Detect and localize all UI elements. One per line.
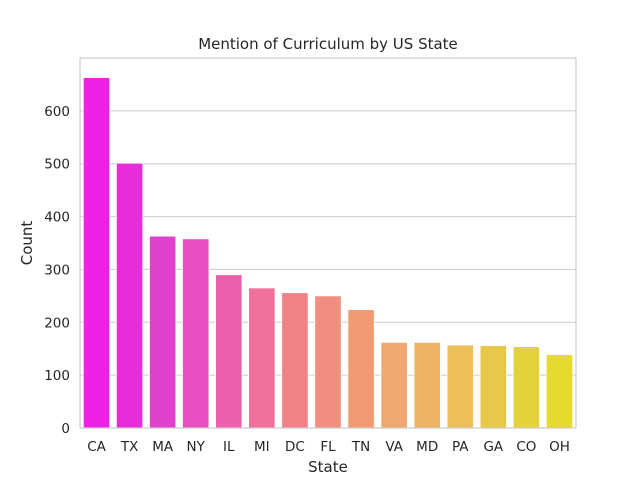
y-tick-label: 400 (44, 210, 70, 226)
x-tick-label: TN (351, 439, 370, 455)
bar-tn (347, 309, 375, 429)
bar-ma (149, 235, 177, 429)
bar-mi (248, 287, 276, 429)
x-tick-labels: CA TX MA NY IL MI DC FL TN VA MD PA GA CO OH (87, 439, 570, 455)
bar-ca (82, 77, 111, 429)
x-tick-label: GA (483, 439, 503, 455)
x-tick-label: MI (254, 439, 270, 455)
y-tick-label: 600 (44, 104, 70, 120)
bar-dc (281, 292, 309, 429)
y-tick-label: 0 (61, 421, 70, 437)
x-tick-label: PA (452, 439, 469, 455)
bar-md (413, 341, 441, 429)
bar-va (380, 341, 408, 429)
chart-title: Mention of Curriculum by US State (198, 35, 458, 53)
bar-oh (545, 354, 574, 429)
x-tick-label: FL (320, 439, 336, 455)
y-tick-labels: 0 100 200 300 400 500 600 (44, 104, 70, 437)
x-tick-label: OH (549, 439, 570, 455)
bar-tx (115, 162, 144, 429)
y-tick-label: 200 (44, 315, 70, 331)
x-tick-label: DC (285, 439, 305, 455)
x-tick-label: CA (87, 439, 106, 455)
x-tick-label: NY (187, 439, 206, 455)
x-tick-label: TX (120, 439, 139, 455)
x-tick-label: MA (152, 439, 174, 455)
bar-pa (446, 344, 474, 429)
x-tick-label: IL (223, 439, 235, 455)
plot-frame (79, 57, 577, 429)
y-tick-label: 100 (44, 368, 70, 384)
x-axis-label: State (308, 458, 348, 476)
bar-co (512, 346, 541, 429)
bar-il (215, 274, 243, 429)
y-tick-label: 500 (44, 157, 70, 173)
x-tick-label: MD (416, 439, 438, 455)
y-axis-label: Count (18, 221, 36, 266)
bar-fl (314, 295, 342, 429)
y-tick-label: 300 (44, 262, 70, 278)
bar-ga (479, 345, 507, 429)
x-tick-label: CO (516, 439, 536, 455)
bar-ny (182, 238, 210, 429)
x-tick-label: VA (385, 439, 403, 455)
